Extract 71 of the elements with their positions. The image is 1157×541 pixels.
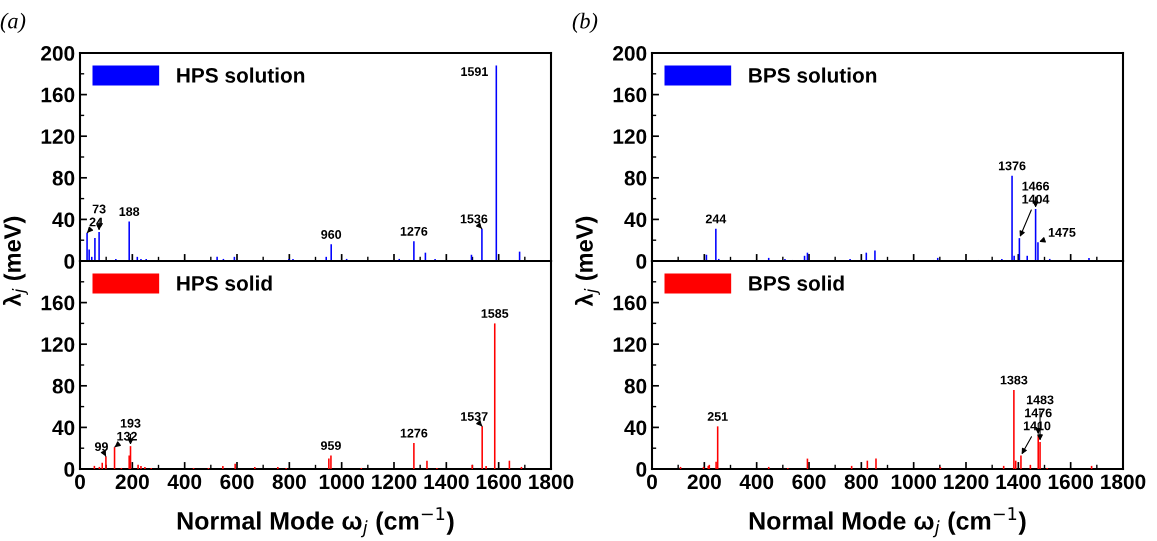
y-tick-label: 80 bbox=[624, 378, 647, 394]
x-tick-label: 1400 bbox=[424, 474, 469, 490]
y-tick-label: 80 bbox=[52, 170, 75, 186]
x-tick-label: 0 bbox=[647, 474, 657, 490]
y-tick-label: 120 bbox=[613, 337, 647, 352]
x-axis-title: Normal Mode ω$_{j}$ (cm$^{−1}$) bbox=[749, 507, 1026, 538]
x-tick-label: 0 bbox=[75, 474, 85, 490]
x-tick-label: 1600 bbox=[476, 474, 521, 490]
annotation: 1376 bbox=[998, 161, 1026, 171]
x-tick-label: 1000 bbox=[891, 474, 936, 490]
y-tick-label: 80 bbox=[624, 170, 647, 186]
y-tick-label: 40 bbox=[624, 420, 647, 436]
chart-title: (a) bbox=[0, 12, 26, 33]
annotation: 99 bbox=[94, 442, 108, 452]
x-tick-label: 400 bbox=[739, 474, 774, 490]
x-tick-label: 1800 bbox=[529, 474, 574, 490]
legend-label: BPS solution bbox=[749, 67, 877, 83]
legend-label: HPS solid bbox=[177, 275, 272, 291]
annotation: 1536 bbox=[460, 214, 488, 224]
legend-label: HPS solution bbox=[177, 67, 305, 83]
x-tick-label: 800 bbox=[272, 474, 306, 490]
y-tick-label: 200 bbox=[41, 46, 75, 61]
x-tick-label: 400 bbox=[167, 474, 202, 490]
y-tick-label: 40 bbox=[624, 212, 647, 228]
y-tick-label: 40 bbox=[52, 212, 75, 228]
legend-label: BPS solid bbox=[749, 275, 844, 291]
x-tick-label: 200 bbox=[687, 474, 721, 490]
annotation: 193 bbox=[120, 418, 141, 428]
x-tick-label: 1200 bbox=[372, 474, 417, 490]
x-tick-label: 1200 bbox=[944, 474, 989, 490]
y-tick-label: 160 bbox=[613, 295, 647, 311]
x-tick-label: 200 bbox=[115, 474, 149, 490]
x-tick-label: 600 bbox=[792, 474, 826, 490]
x-tick-label: 600 bbox=[220, 474, 254, 490]
y-axis-title: λ$_{j}$ (meV) bbox=[574, 216, 600, 307]
x-tick-label: 1600 bbox=[1048, 474, 1093, 490]
chart-title: (b) bbox=[572, 12, 598, 33]
x-tick-label: 800 bbox=[844, 474, 878, 490]
annotation: 1483 bbox=[1026, 395, 1054, 405]
annotation: 1383 bbox=[1000, 375, 1028, 385]
y-tick-label: 0 bbox=[636, 254, 647, 269]
x-tick-label: 1800 bbox=[1101, 474, 1146, 490]
y-tick-label: 120 bbox=[613, 129, 647, 144]
annotation: 960 bbox=[321, 230, 342, 239]
y-tick-label: 120 bbox=[41, 337, 75, 352]
y-tick-label: 120 bbox=[41, 129, 75, 144]
y-tick-label: 0 bbox=[636, 462, 647, 477]
annotation: 959 bbox=[320, 441, 341, 451]
y-tick-label: 160 bbox=[613, 87, 647, 103]
annotation: 251 bbox=[707, 412, 728, 421]
y-tick-label: 0 bbox=[64, 462, 75, 477]
y-tick-label: 0 bbox=[64, 254, 75, 269]
annotation: 244 bbox=[705, 214, 727, 224]
y-axis-title: λ$_{j}$ (meV) bbox=[2, 216, 28, 307]
annotation: 1276 bbox=[400, 428, 428, 438]
y-tick-label: 40 bbox=[52, 420, 75, 436]
y-tick-label: 160 bbox=[41, 87, 75, 103]
annotation: 1475 bbox=[1048, 228, 1076, 237]
annotation: 73 bbox=[92, 204, 106, 214]
annotation: 1591 bbox=[461, 67, 488, 77]
annotation: 188 bbox=[119, 207, 140, 217]
y-tick-label: 200 bbox=[613, 46, 647, 61]
x-axis-title: Normal Mode ω$_{j}$ (cm$^{−1}$) bbox=[177, 507, 454, 538]
annotation: 1466 bbox=[1022, 181, 1050, 191]
y-tick-label: 80 bbox=[52, 378, 75, 394]
annotation: 1276 bbox=[400, 226, 428, 236]
annotation: 1585 bbox=[481, 309, 509, 318]
y-tick-label: 160 bbox=[41, 295, 75, 311]
annotation: 1537 bbox=[461, 412, 488, 421]
x-tick-label: 1000 bbox=[319, 474, 364, 490]
x-tick-label: 1400 bbox=[996, 474, 1041, 490]
